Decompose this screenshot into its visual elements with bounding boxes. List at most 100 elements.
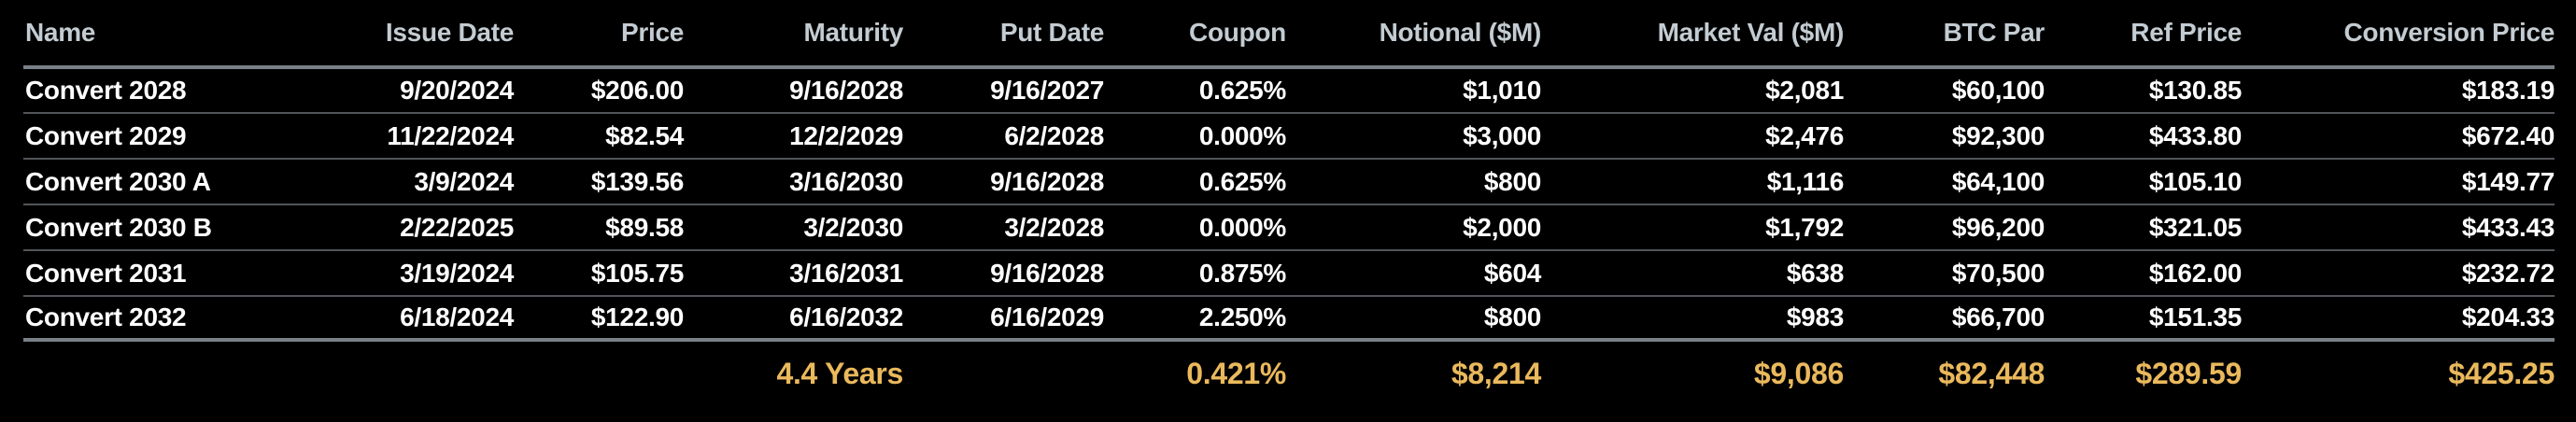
convertible-bonds-table: Name Issue Date Price Maturity Put Date … <box>23 0 2555 405</box>
column-header-market-val: Market Val ($M) <box>1541 0 1844 69</box>
cell-notional: $800 <box>1286 296 1541 342</box>
cell-btc-par: $96,200 <box>1844 204 2045 251</box>
cell-notional: $1,010 <box>1286 67 1541 114</box>
table-row-convert-2030-a: Convert 2030 A 3/9/2024 $139.56 3/16/203… <box>23 159 2555 205</box>
summary-avg-coupon: 0.421% <box>1186 356 1286 390</box>
column-header-maturity: Maturity <box>684 0 903 69</box>
summary-total-btc-par: $82,448 <box>1938 356 2045 390</box>
cell-issue-date: 3/9/2024 <box>360 159 514 205</box>
cell-ref-price: $162.00 <box>2045 250 2242 297</box>
cell-ref-price: $321.05 <box>2045 204 2242 251</box>
cell-maturity: 6/16/2032 <box>684 296 903 342</box>
summary-empty-put-date <box>903 340 1104 405</box>
cell-name: Convert 2028 <box>23 67 360 114</box>
cell-btc-par: $70,500 <box>1844 250 2045 297</box>
cell-put-date: 9/16/2028 <box>903 159 1104 205</box>
cell-notional: $800 <box>1286 159 1541 205</box>
cell-price: $82.54 <box>514 113 684 160</box>
cell-market-val: $983 <box>1541 296 1844 342</box>
cell-price: $206.00 <box>514 67 684 114</box>
summary-empty-price <box>514 340 684 405</box>
cell-maturity: 3/16/2030 <box>684 159 903 205</box>
cell-put-date: 6/2/2028 <box>903 113 1104 160</box>
cell-coupon: 0.000% <box>1104 113 1286 160</box>
summary-empty-issue-date <box>360 340 514 405</box>
column-header-coupon: Coupon <box>1104 0 1286 69</box>
summary-row: 4.4 Years 0.421% $8,214 $9,086 $82,448 $… <box>23 340 2555 405</box>
table-summary: 4.4 Years 0.421% $8,214 $9,086 $82,448 $… <box>23 340 2555 405</box>
cell-ref-price: $130.85 <box>2045 67 2242 114</box>
cell-conversion-price: $149.77 <box>2242 159 2555 205</box>
summary-avg-ref-price: $289.59 <box>2135 356 2242 390</box>
cell-price: $122.90 <box>514 296 684 342</box>
cell-issue-date: 6/18/2024 <box>360 296 514 342</box>
cell-coupon: 0.625% <box>1104 67 1286 114</box>
cell-market-val: $638 <box>1541 250 1844 297</box>
column-header-price: Price <box>514 0 684 69</box>
cell-market-val: $2,476 <box>1541 113 1844 160</box>
cell-ref-price: $433.80 <box>2045 113 2242 160</box>
table-row-convert-2029: Convert 2029 11/22/2024 $82.54 12/2/2029… <box>23 113 2555 160</box>
cell-issue-date: 2/22/2025 <box>360 204 514 251</box>
cell-price: $89.58 <box>514 204 684 251</box>
table-row-convert-2032: Convert 2032 6/18/2024 $122.90 6/16/2032… <box>23 296 2555 342</box>
cell-notional: $604 <box>1286 250 1541 297</box>
summary-avg-conversion-price: $425.25 <box>2448 356 2555 390</box>
table-row-convert-2028: Convert 2028 9/20/2024 $206.00 9/16/2028… <box>23 67 2555 114</box>
summary-total-notional: $8,214 <box>1451 356 1541 390</box>
cell-ref-price: $151.35 <box>2045 296 2242 342</box>
cell-btc-par: $92,300 <box>1844 113 2045 160</box>
cell-conversion-price: $183.19 <box>2242 67 2555 114</box>
column-header-issue-date: Issue Date <box>360 0 514 69</box>
summary-empty-name <box>23 340 360 405</box>
cell-name: Convert 2029 <box>23 113 360 160</box>
cell-price: $139.56 <box>514 159 684 205</box>
cell-conversion-price: $433.43 <box>2242 204 2555 251</box>
cell-put-date: 6/16/2029 <box>903 296 1104 342</box>
cell-maturity: 3/16/2031 <box>684 250 903 297</box>
cell-price: $105.75 <box>514 250 684 297</box>
cell-put-date: 3/2/2028 <box>903 204 1104 251</box>
table-row-convert-2030-b: Convert 2030 B 2/22/2025 $89.58 3/2/2030… <box>23 204 2555 251</box>
cell-coupon: 0.875% <box>1104 250 1286 297</box>
column-header-ref-price: Ref Price <box>2045 0 2242 69</box>
cell-name: Convert 2030 B <box>23 204 360 251</box>
summary-avg-maturity: 4.4 Years <box>776 356 903 390</box>
summary-total-market-val: $9,086 <box>1753 356 1844 390</box>
cell-name: Convert 2030 A <box>23 159 360 205</box>
cell-conversion-price: $204.33 <box>2242 296 2555 342</box>
cell-notional: $3,000 <box>1286 113 1541 160</box>
cell-name: Convert 2031 <box>23 250 360 297</box>
cell-market-val: $2,081 <box>1541 67 1844 114</box>
cell-btc-par: $64,100 <box>1844 159 2045 205</box>
cell-coupon: 0.625% <box>1104 159 1286 205</box>
column-header-name: Name <box>23 0 360 69</box>
cell-coupon: 0.000% <box>1104 204 1286 251</box>
column-header-put-date: Put Date <box>903 0 1104 69</box>
column-header-conversion-price: Conversion Price <box>2242 0 2555 69</box>
cell-market-val: $1,792 <box>1541 204 1844 251</box>
header-row: Name Issue Date Price Maturity Put Date … <box>23 0 2555 69</box>
cell-ref-price: $105.10 <box>2045 159 2242 205</box>
cell-coupon: 2.250% <box>1104 296 1286 342</box>
cell-btc-par: $66,700 <box>1844 296 2045 342</box>
cell-issue-date: 3/19/2024 <box>360 250 514 297</box>
cell-maturity: 3/2/2030 <box>684 204 903 251</box>
cell-issue-date: 11/22/2024 <box>360 113 514 160</box>
cell-maturity: 9/16/2028 <box>684 67 903 114</box>
column-header-notional: Notional ($M) <box>1286 0 1541 69</box>
cell-market-val: $1,116 <box>1541 159 1844 205</box>
cell-maturity: 12/2/2029 <box>684 113 903 160</box>
cell-conversion-price: $232.72 <box>2242 250 2555 297</box>
cell-btc-par: $60,100 <box>1844 67 2045 114</box>
cell-put-date: 9/16/2028 <box>903 250 1104 297</box>
table-header: Name Issue Date Price Maturity Put Date … <box>23 0 2555 69</box>
cell-put-date: 9/16/2027 <box>903 67 1104 114</box>
table-row-convert-2031: Convert 2031 3/19/2024 $105.75 3/16/2031… <box>23 250 2555 297</box>
column-header-btc-par: BTC Par <box>1844 0 2045 69</box>
cell-conversion-price: $672.40 <box>2242 113 2555 160</box>
cell-notional: $2,000 <box>1286 204 1541 251</box>
cell-name: Convert 2032 <box>23 296 360 342</box>
table-body: Convert 2028 9/20/2024 $206.00 9/16/2028… <box>23 67 2555 342</box>
cell-issue-date: 9/20/2024 <box>360 67 514 114</box>
